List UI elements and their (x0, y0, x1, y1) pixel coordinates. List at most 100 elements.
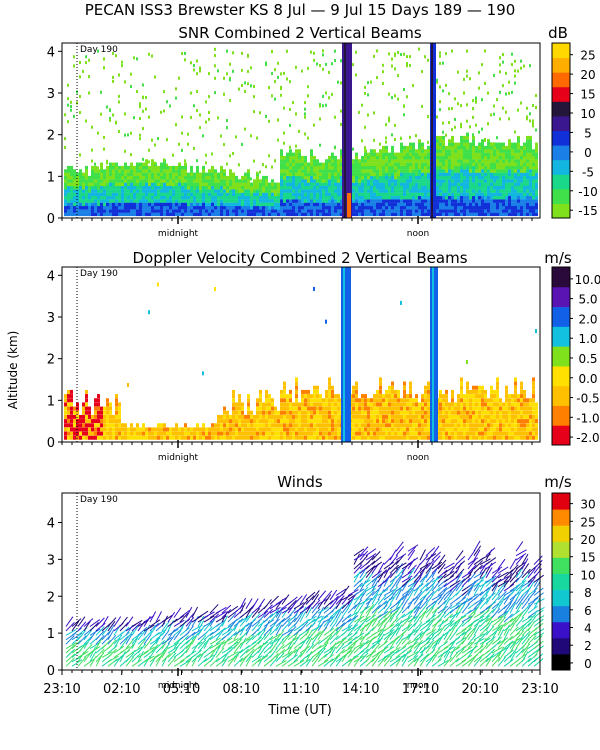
snr-cell (409, 63, 411, 67)
velocity-cell (109, 406, 112, 411)
velocity-cell (64, 431, 67, 436)
snr-cell (340, 202, 343, 207)
snr-cell (103, 147, 105, 151)
snr-cell (400, 142, 403, 147)
snr-cell (124, 165, 127, 170)
velocity-cell (133, 435, 136, 440)
velocity-cell (271, 406, 274, 411)
snr-cell (397, 192, 400, 197)
velocity-cell (475, 402, 478, 407)
snr-cell (463, 169, 466, 173)
snr-cell (172, 175, 175, 180)
snr-cell (367, 199, 370, 203)
velocity-cell (292, 423, 295, 428)
velocity-cell (445, 394, 448, 399)
snr-cell (493, 172, 496, 177)
velocity-cell (187, 427, 190, 432)
snr-cell (187, 202, 190, 207)
snr-cell (421, 195, 424, 200)
snr-cell (394, 162, 397, 167)
snr-cell (64, 205, 67, 210)
snr-cell (229, 182, 232, 187)
snr-cell (130, 85, 132, 89)
snr-cell (358, 205, 361, 210)
snr-cell (79, 209, 82, 213)
snr-cell (517, 139, 520, 143)
velocity-cell (76, 402, 79, 407)
velocity-cell (97, 423, 100, 428)
snr-cell (259, 195, 262, 200)
snr-cell (244, 205, 247, 210)
snr-cell (319, 103, 321, 107)
snr-cell (529, 182, 532, 187)
snr-cell (445, 152, 448, 157)
snr-cell (259, 199, 262, 203)
snr-cell (190, 115, 192, 119)
snr-cell (232, 175, 235, 180)
snr-cell (184, 58, 186, 62)
snr-cell (133, 192, 136, 197)
snr-cell (88, 202, 91, 207)
snr-cell (274, 189, 277, 193)
velocity-cell (130, 423, 133, 428)
velocity-cell (367, 414, 370, 419)
snr-cell (139, 195, 142, 200)
snr-cell (313, 155, 316, 160)
velocity-cell (94, 398, 97, 403)
snr-cell (178, 172, 181, 177)
snr-cell (268, 189, 271, 193)
snr-cell (151, 212, 154, 217)
snr-cell (478, 185, 481, 190)
velocity-cell (496, 385, 499, 390)
snr-cell (448, 145, 451, 150)
snr-cell (535, 172, 538, 177)
snr-cell (157, 172, 160, 177)
snr-cell (475, 123, 477, 127)
snr-cell (481, 165, 484, 170)
velocity-cell (391, 431, 394, 436)
snr-colorbar-label: -5 (582, 165, 594, 179)
snr-cell (109, 109, 111, 113)
snr-cell (469, 155, 472, 160)
snr-colorbar-swatch (552, 57, 570, 73)
vel-colorbar-swatch (552, 405, 570, 426)
velocity-streak-edge (343, 267, 345, 442)
velocity-cell (454, 406, 457, 411)
snr-cell (232, 51, 234, 55)
snr-cell (328, 189, 331, 193)
velocity-cell (469, 414, 472, 419)
snr-cell (100, 199, 103, 203)
snr-cell (499, 172, 502, 177)
velocity-cell (205, 427, 208, 432)
snr-cell (379, 152, 382, 157)
velocity-cell (328, 402, 331, 407)
velocity-cell (64, 435, 67, 440)
snr-cell (283, 179, 286, 183)
snr-cell (283, 175, 286, 180)
snr-cell (352, 202, 355, 207)
snr-cell (214, 199, 217, 203)
snr-cell (532, 162, 535, 167)
snr-cell (454, 125, 456, 129)
velocity-cell (76, 410, 79, 415)
snr-cell (82, 195, 85, 200)
snr-cell (496, 145, 499, 150)
velocity-cell (535, 410, 538, 415)
velocity-cell (202, 423, 205, 428)
snr-cell (388, 195, 391, 200)
velocity-cell (328, 423, 331, 428)
velocity-cell (304, 398, 307, 403)
snr-cell (253, 212, 256, 217)
velocity-cell (184, 431, 187, 436)
velocity-cell (520, 423, 523, 428)
velocity-cell (379, 427, 382, 432)
snr-cell (469, 162, 472, 167)
velocity-cell (73, 414, 76, 419)
snr-cell (319, 185, 322, 190)
velocity-cell (424, 427, 427, 432)
velocity-cell (133, 431, 136, 436)
snr-cell (277, 209, 280, 213)
snr-cell (124, 182, 127, 187)
snr-cell (421, 152, 424, 157)
snr-cell (142, 182, 145, 187)
